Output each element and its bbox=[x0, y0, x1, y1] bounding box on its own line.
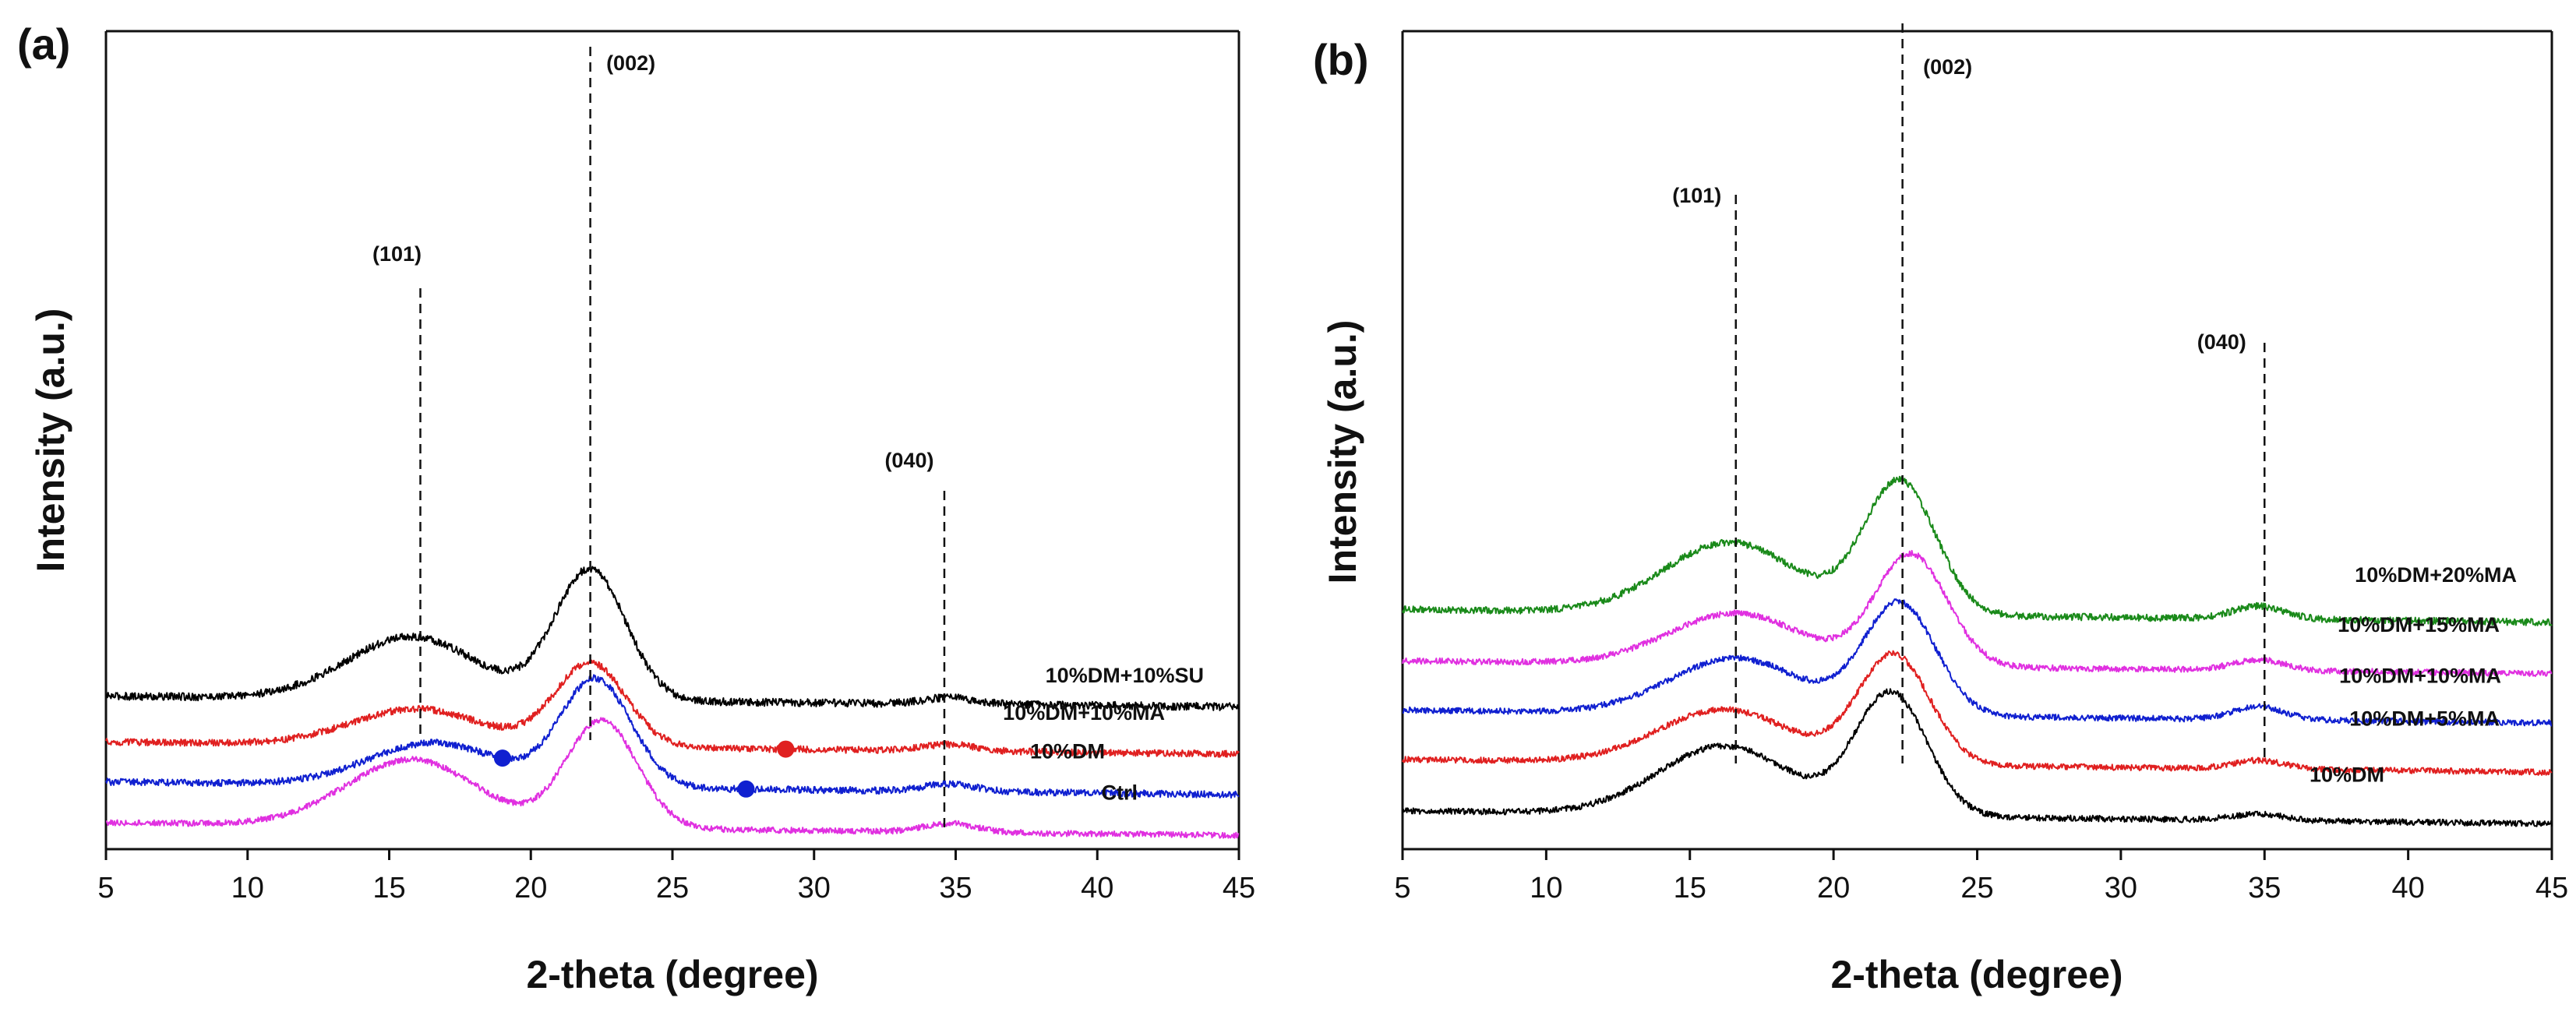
panel-a-x-tick-label: 5 bbox=[97, 872, 114, 904]
panel-a-label: (a) bbox=[17, 19, 70, 69]
panel-b-x-tick-label: 30 bbox=[2105, 872, 2137, 904]
panel-b-series-line bbox=[1402, 650, 2553, 776]
panel-a-y-title: Intensity (a.u.) bbox=[29, 309, 72, 573]
panel-b-x-tick-label: 5 bbox=[1394, 872, 1410, 904]
panel-b-series-label: 10%DM bbox=[2310, 763, 2384, 787]
panel-a-series-line bbox=[105, 566, 1240, 711]
panel-a-series-marker bbox=[777, 740, 795, 758]
panel-b-x-tick-label: 35 bbox=[2248, 872, 2281, 904]
panel-b-x-tick-label: 40 bbox=[2391, 872, 2424, 904]
panel-a-series-line bbox=[105, 717, 1240, 839]
panel-b-series-line bbox=[1402, 475, 2553, 626]
panel-a-x-tick-label: 15 bbox=[372, 872, 405, 904]
panel-b-label: (b) bbox=[1313, 35, 1369, 84]
panel-b-series-label: 10%DM+10%MA bbox=[2339, 664, 2501, 687]
panel-b-series-label: 10%DM+15%MA bbox=[2338, 613, 2500, 636]
panel-a-series-label: Ctrl bbox=[1102, 781, 1138, 805]
panel-a-series-marker bbox=[493, 749, 511, 767]
panel-b-x-tick-label: 20 bbox=[1817, 872, 1850, 904]
panel-b-peak-label: (101) bbox=[1672, 184, 1721, 207]
panel-b-series-line bbox=[1402, 549, 2553, 678]
panel-a-peak-label: (002) bbox=[606, 51, 655, 75]
panel-a-x-tick-label: 30 bbox=[798, 872, 831, 904]
panel-a-x-tick-label: 10 bbox=[231, 872, 264, 904]
panel-a-series-marker bbox=[737, 780, 755, 798]
panel-b-series-label: 10%DM+20%MA bbox=[2355, 563, 2517, 587]
panel-b-x-tick-label: 45 bbox=[2535, 872, 2568, 904]
panel-a: (a) 5 10 15 20 25 30 35 40 45 10%DM+10%SU 10%DM+1… bbox=[17, 19, 1255, 996]
panel-b-series-line bbox=[1402, 598, 2553, 727]
panel-b-x-tick-label: 25 bbox=[1960, 872, 1993, 904]
panel-a-series-line bbox=[105, 674, 1240, 799]
panel-a-x-tick-label: 25 bbox=[656, 872, 689, 904]
panel-b-series-line bbox=[1402, 688, 2553, 827]
panel-a-x-title: 2-theta (degree) bbox=[526, 953, 818, 996]
panel-b-x-title: 2-theta (degree) bbox=[1830, 953, 2123, 996]
panel-a-peak-label: (040) bbox=[884, 449, 933, 472]
panel-b-series-label: 10%DM+5%MA bbox=[2349, 707, 2500, 731]
panel-a-series-label: 10%DM+10%SU bbox=[1046, 664, 1204, 687]
panel-a-x-tick-label: 35 bbox=[939, 872, 972, 904]
panel-a-x-tick-label: 40 bbox=[1081, 872, 1113, 904]
panel-b-y-title: Intensity (a.u.) bbox=[1321, 320, 1364, 584]
panel-b: (b) 5 10 15 20 25 30 35 40 45 10%DM+20%MA 10%DM+1… bbox=[1313, 23, 2568, 996]
panel-a-series-label: 10%DM bbox=[1030, 739, 1105, 763]
panel-a-peak-label: (101) bbox=[372, 242, 422, 266]
panel-b-peak-label: (002) bbox=[1923, 55, 1972, 79]
panel-a-x-tick-label: 45 bbox=[1223, 872, 1255, 904]
panel-b-x-tick-label: 10 bbox=[1530, 872, 1562, 904]
panel-b-x-tick-label: 15 bbox=[1674, 872, 1706, 904]
panel-a-x-tick-label: 20 bbox=[514, 872, 547, 904]
panel-a-series-label: 10%DM+10%MA bbox=[1003, 701, 1165, 725]
panel-b-peak-label: (040) bbox=[2197, 330, 2246, 354]
panel-a-series-line bbox=[105, 659, 1240, 758]
